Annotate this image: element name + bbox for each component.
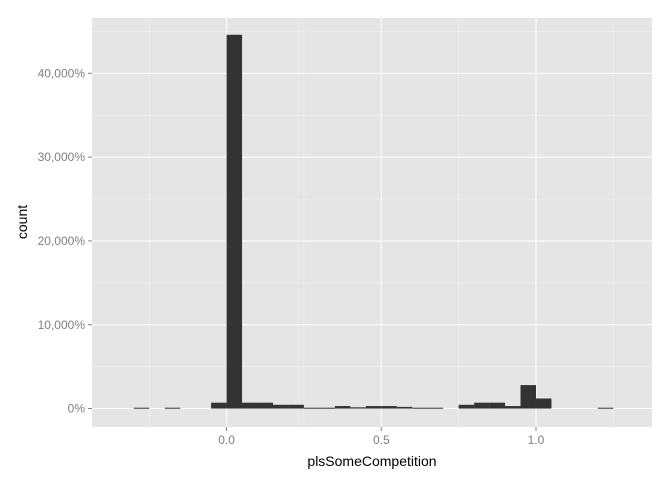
histogram-bar [319,407,335,409]
histogram-bar [535,398,552,409]
histogram-bar [272,404,289,409]
y-axis-ticks: 0% 10,000% 20,000% 30,000% 40,000% [38,66,92,416]
x-tick-label: 0.5 [373,433,390,447]
histogram-bar [412,407,428,409]
histogram-bar [458,404,475,409]
histogram-bar [257,402,273,409]
histogram-bar [381,406,397,409]
histogram-bar [211,402,227,409]
histogram-bar [350,407,366,409]
y-tick-label: 20,000% [38,234,86,248]
histogram-bar [164,407,181,409]
x-axis-title: plsSomeCompetition [307,453,436,469]
histogram-bar [427,407,444,409]
histogram-bar [520,385,536,409]
histogram-bar [242,402,258,409]
x-tick-label: 1.0 [528,433,545,447]
histogram-bar [334,406,351,409]
y-tick-label: 40,000% [38,66,86,80]
x-tick-label: 0.0 [218,433,235,447]
y-tick-label: 0% [68,402,86,416]
y-axis-title: count [14,205,30,239]
histogram-bar [365,406,382,409]
histogram-bar [303,407,320,409]
minor-gridlines [92,18,652,427]
plot-panel [92,18,652,427]
histogram-bar [597,407,614,409]
y-tick-label: 10,000% [38,318,86,332]
histogram-bar [133,407,150,409]
histogram-bar [474,402,490,409]
histogram-bar [505,406,521,409]
histogram-bar [226,34,243,409]
histogram-bar [489,402,506,409]
histogram-bar [288,404,304,409]
histogram-bars [133,34,614,409]
x-axis-ticks: 0.0 0.5 1.0 [218,427,545,447]
y-tick-label: 30,000% [38,150,86,164]
histogram-bar [396,406,413,409]
